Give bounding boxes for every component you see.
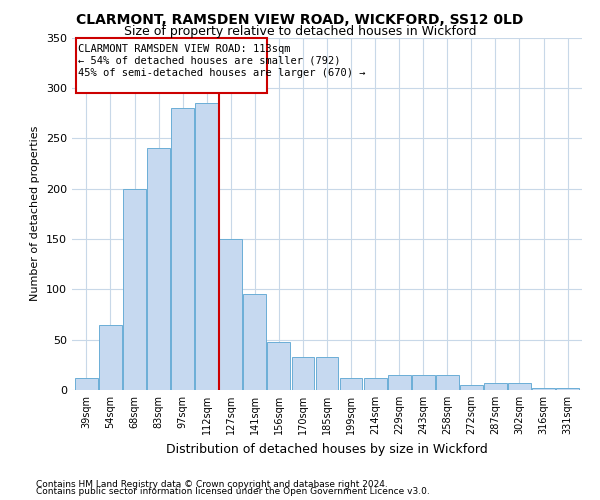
Bar [244,294,266,390]
Bar [484,383,507,390]
Bar [316,357,338,390]
Bar [147,148,170,390]
Bar [460,385,483,390]
FancyBboxPatch shape [76,38,267,93]
Y-axis label: Number of detached properties: Number of detached properties [31,126,40,302]
Bar [75,378,98,390]
Bar [508,383,531,390]
Text: CLARMONT RAMSDEN VIEW ROAD: 113sqm: CLARMONT RAMSDEN VIEW ROAD: 113sqm [78,44,290,54]
Text: Contains HM Land Registry data © Crown copyright and database right 2024.: Contains HM Land Registry data © Crown c… [36,480,388,489]
Bar [268,342,290,390]
Bar [340,378,362,390]
Bar [436,375,459,390]
Bar [171,108,194,390]
Bar [123,188,146,390]
Bar [412,375,434,390]
Text: 45% of semi-detached houses are larger (670) →: 45% of semi-detached houses are larger (… [78,68,365,78]
Bar [99,324,122,390]
X-axis label: Distribution of detached houses by size in Wickford: Distribution of detached houses by size … [166,442,488,456]
Text: Size of property relative to detached houses in Wickford: Size of property relative to detached ho… [124,25,476,38]
Bar [292,357,314,390]
Bar [195,103,218,390]
Bar [388,375,410,390]
Text: ← 54% of detached houses are smaller (792): ← 54% of detached houses are smaller (79… [78,56,341,66]
Bar [556,388,579,390]
Text: CLARMONT, RAMSDEN VIEW ROAD, WICKFORD, SS12 0LD: CLARMONT, RAMSDEN VIEW ROAD, WICKFORD, S… [76,12,524,26]
Bar [220,239,242,390]
Bar [532,388,555,390]
Text: Contains public sector information licensed under the Open Government Licence v3: Contains public sector information licen… [36,487,430,496]
Bar [364,378,386,390]
